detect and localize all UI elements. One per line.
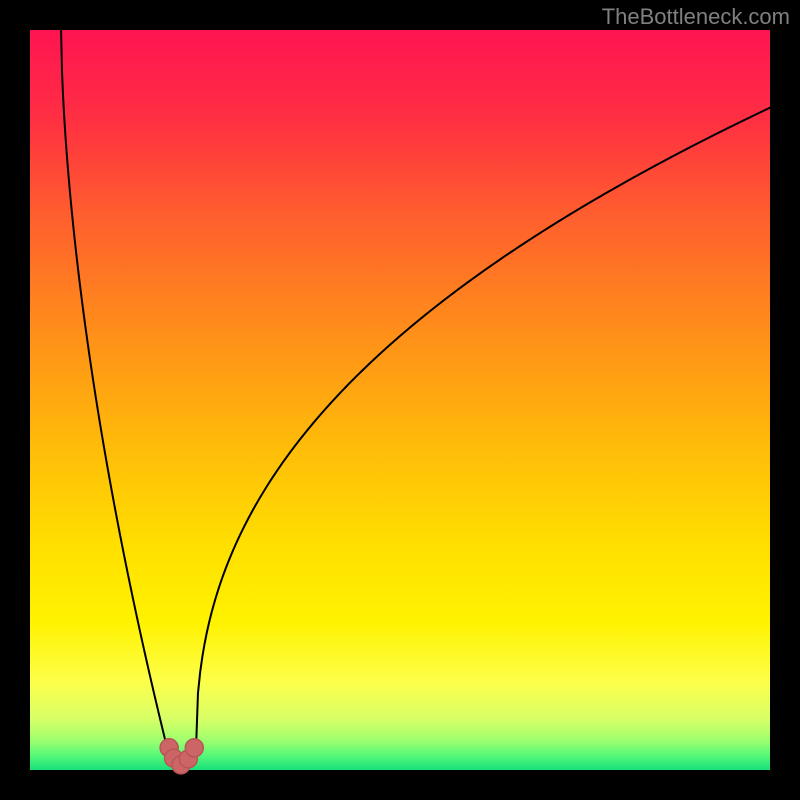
watermark-text: TheBottleneck.com: [602, 4, 790, 30]
dip-marker: [185, 739, 203, 757]
plot-background: [30, 30, 770, 770]
bottleneck-chart: [0, 0, 800, 800]
